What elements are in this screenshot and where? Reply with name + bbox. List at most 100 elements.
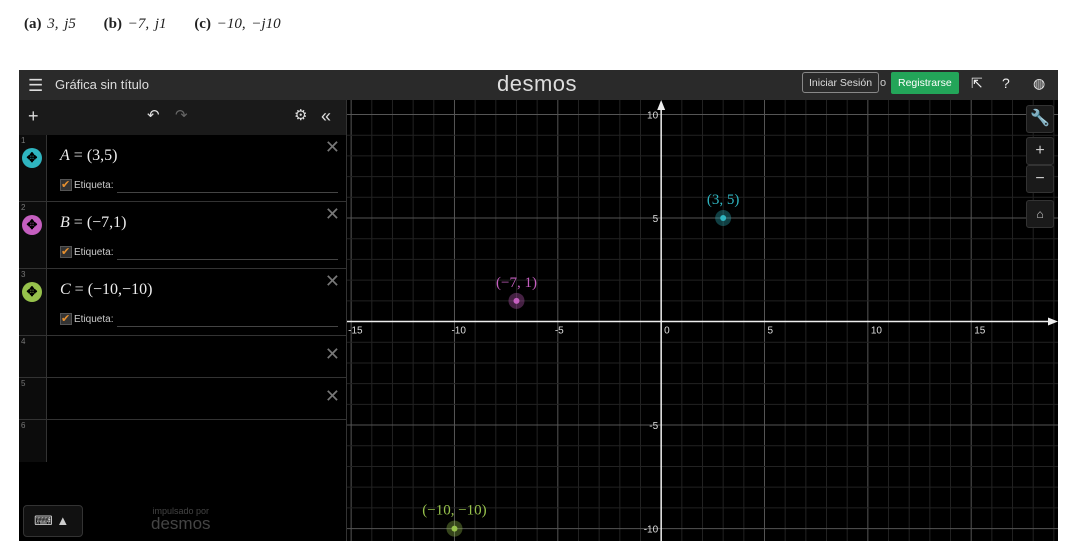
expression-input[interactable]: C = (−10,−10) [60, 281, 153, 298]
expression-variable: B [60, 214, 70, 231]
expression-panel: + ↶ ↷ ⚙ « 1 ✥ A = (3,5) ✕ ✔ Etiqueta: 2 ✥… [19, 100, 347, 541]
x-tick-label: 5 [768, 326, 774, 337]
point-marker [451, 525, 458, 532]
expression-number: 4 [21, 337, 26, 346]
point-marker [720, 215, 727, 222]
expression-row[interactable]: 1 ✥ A = (3,5) ✕ ✔ Etiqueta: [19, 135, 346, 202]
x-tick-label: 0 [664, 326, 670, 337]
y-tick-label: -10 [644, 525, 659, 536]
label-text: Etiqueta: [74, 180, 114, 191]
register-button[interactable]: Registrarse [891, 72, 959, 94]
label-text: Etiqueta: [74, 314, 114, 325]
or-text: o [880, 77, 887, 89]
y-tick-label: -5 [649, 421, 658, 432]
expression-input[interactable]: B = (−7,1) [60, 214, 127, 231]
zoom-out-button[interactable]: − [1026, 165, 1054, 193]
empty-expression-row[interactable]: 4 ✕ [19, 336, 346, 378]
expression-toolbar: + ↶ ↷ ⚙ « [19, 100, 346, 135]
part-c-label: (c) [194, 16, 211, 32]
expression-gutter: 3 ✥ [19, 269, 47, 335]
keyboard-icon: ⌨ [34, 513, 53, 528]
expression-row[interactable]: 2 ✥ B = (−7,1) ✕ ✔ Etiqueta: [19, 202, 346, 269]
part-a-label: (a) [24, 16, 42, 32]
point-label: (3, 5) [707, 192, 740, 208]
top-bar: ☰ Gráfica sin título desmos Iniciar Sesi… [19, 70, 1058, 100]
home-icon[interactable]: ⌂ [1026, 200, 1054, 228]
desmos-window: ☰ Gráfica sin título desmos Iniciar Sesi… [19, 70, 1058, 541]
label-input[interactable] [117, 259, 338, 260]
delete-expression-icon[interactable]: ✕ [324, 344, 340, 364]
graph-settings-wrench-icon[interactable]: 🔧 [1026, 105, 1054, 133]
collapse-panel-icon[interactable]: « [321, 106, 332, 126]
expression-value: (−10,−10) [87, 281, 153, 298]
empty-expression-row[interactable]: 5 ✕ [19, 378, 346, 420]
zoom-in-button[interactable]: + [1026, 137, 1054, 165]
label-toggle[interactable]: ✔ Etiqueta: [60, 313, 113, 325]
expression-value: (−7,1) [86, 214, 127, 231]
expression-number: 1 [21, 136, 26, 145]
expression-gutter: 1 ✥ [19, 135, 47, 201]
undo-icon[interactable]: ↶ [147, 107, 160, 124]
expression-gutter: 5 [19, 378, 47, 419]
expression-value: (3,5) [86, 147, 118, 164]
gear-icon[interactable]: ⚙ [294, 107, 308, 124]
point-label: (−10, −10) [422, 503, 486, 519]
caret-up-icon: ▲ [56, 513, 70, 528]
expression-number: 3 [21, 270, 26, 279]
expression-gutter: 2 ✥ [19, 202, 47, 268]
problem-statement: (a) 3, j5 (b) −7, j1 (c) −10, −j10 [24, 16, 303, 33]
part-a-value: 3, j5 [47, 16, 76, 32]
x-axis-arrow [1048, 317, 1058, 326]
x-tick-label: 15 [974, 326, 986, 337]
delete-expression-icon[interactable]: ✕ [324, 204, 340, 224]
desmos-logo: desmos [497, 71, 578, 96]
label-input[interactable] [117, 326, 338, 327]
delete-expression-icon[interactable]: ✕ [324, 386, 340, 406]
help-icon[interactable]: ? [1002, 75, 1010, 91]
drag-point-icon[interactable]: ✥ [22, 282, 42, 302]
delete-expression-icon[interactable]: ✕ [324, 271, 340, 291]
keyboard-toggle-button[interactable]: ⌨ ▲ [23, 505, 83, 537]
redo-icon[interactable]: ↷ [175, 107, 188, 124]
expression-variable: A [60, 147, 70, 164]
expression-gutter: 6 [19, 420, 47, 462]
x-tick-label: -10 [451, 326, 466, 337]
expression-gutter: 4 [19, 336, 47, 377]
powered-by-logo: desmos [151, 514, 211, 533]
empty-expression-row[interactable]: 6 [19, 420, 346, 462]
checkbox-checked-icon[interactable]: ✔ [60, 179, 72, 191]
part-c-value: −10, −j10 [216, 16, 281, 32]
part-b-label: (b) [103, 16, 123, 32]
expression-row[interactable]: 3 ✥ C = (−10,−10) ✕ ✔ Etiqueta: [19, 269, 346, 336]
part-b-value: −7, j1 [127, 16, 167, 32]
y-tick-label: 5 [653, 214, 659, 225]
graph-paper[interactable]: -15 -10 -5 0 5 10 15 -10 -5 5 10 (3, 5) (−7, 1) (−10,… [347, 100, 1058, 541]
powered-by-text: impulsado por [152, 506, 210, 516]
expression-number: 2 [21, 203, 26, 212]
checkbox-checked-icon[interactable]: ✔ [60, 313, 72, 325]
graph-title[interactable]: Gráfica sin título [55, 77, 149, 92]
share-icon[interactable]: ⇱ [971, 75, 983, 91]
delete-expression-icon[interactable]: ✕ [324, 137, 340, 157]
x-tick-label: -5 [555, 326, 564, 337]
point-label: (−7, 1) [496, 275, 537, 291]
x-tick-label: 10 [871, 326, 883, 337]
drag-point-icon[interactable]: ✥ [22, 215, 42, 235]
expression-variable: C [60, 281, 71, 298]
checkbox-checked-icon[interactable]: ✔ [60, 246, 72, 258]
login-button[interactable]: Iniciar Sesión [802, 72, 880, 93]
powered-by: impulsado por desmos [151, 506, 211, 533]
y-tick-label: 10 [647, 110, 659, 121]
label-input[interactable] [117, 192, 338, 193]
graph-svg[interactable]: -15 -10 -5 0 5 10 15 -10 -5 5 10 (3, 5) (−7, 1) (−10,… [347, 100, 1058, 541]
drag-point-icon[interactable]: ✥ [22, 148, 42, 168]
expression-input[interactable]: A = (3,5) [60, 147, 118, 164]
y-axis-arrow [657, 100, 666, 110]
point-marker [513, 297, 520, 304]
hamburger-menu-icon[interactable]: ☰ [28, 76, 44, 95]
label-toggle[interactable]: ✔ Etiqueta: [60, 179, 113, 191]
expression-number: 5 [21, 379, 26, 388]
globe-icon[interactable]: ◍ [1033, 75, 1046, 91]
label-toggle[interactable]: ✔ Etiqueta: [60, 246, 113, 258]
add-expression-icon[interactable]: + [28, 106, 39, 126]
